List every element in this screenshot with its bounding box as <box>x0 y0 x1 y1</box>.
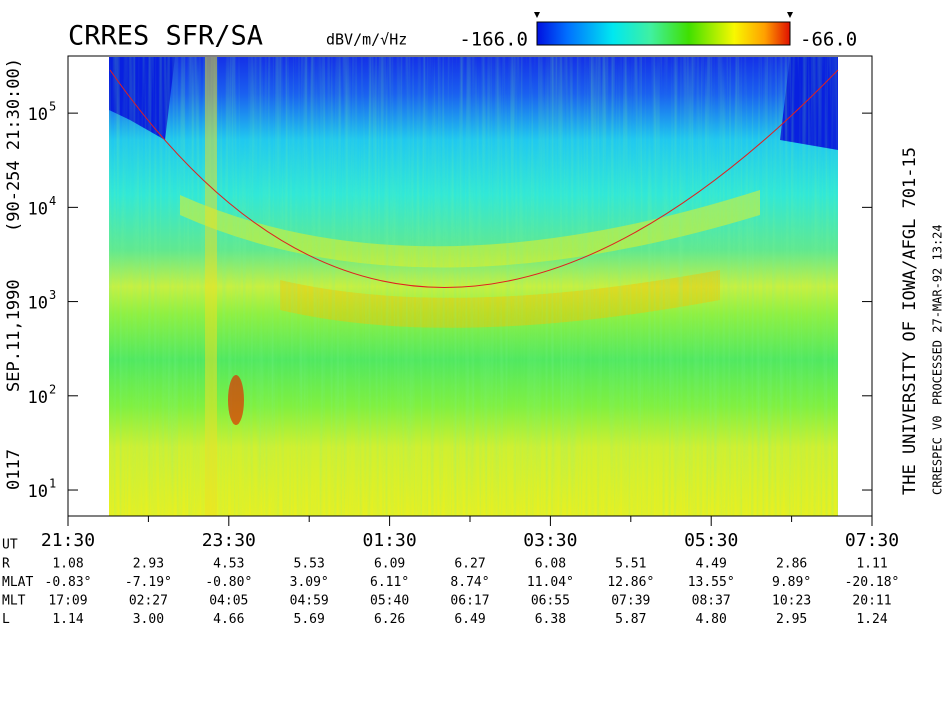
ephemeris-value: -0.80° <box>205 575 252 590</box>
ephemeris-value: 12.86° <box>607 575 654 590</box>
ephemeris-label: MLT <box>2 594 26 609</box>
ephemeris-value: 6.27 <box>454 557 485 572</box>
y-tick-label: 10 <box>28 482 48 502</box>
chart-title: CRRES SFR/SA <box>68 21 263 52</box>
ephemeris-value: 6.26 <box>374 612 405 627</box>
ephemeris-value: 3.09° <box>290 575 329 590</box>
ephemeris-value: 1.11 <box>856 557 887 572</box>
x-tick-label: 07:30 <box>845 530 899 551</box>
ephemeris-value: 1.24 <box>856 612 887 627</box>
y-tick-label: 10 <box>28 199 48 219</box>
ephemeris-value: 4.66 <box>213 612 244 627</box>
ephemeris-value: 20:11 <box>852 594 891 609</box>
ephemeris-label: L <box>2 612 10 627</box>
ephemeris-value: 4.53 <box>213 557 244 572</box>
spectrogram-image <box>109 57 838 516</box>
ephemeris-value: 4.49 <box>696 557 727 572</box>
ephemeris-value: 17:09 <box>48 594 87 609</box>
y-tick-exponent: 5 <box>49 100 56 114</box>
ephemeris-value: 5.87 <box>615 612 646 627</box>
x-tick-label: 05:30 <box>684 530 738 551</box>
ephemeris-value: -0.83° <box>45 575 92 590</box>
reference-curve <box>109 69 839 288</box>
x-tick-label: 23:30 <box>202 530 256 551</box>
ephemeris-value: 3.00 <box>133 612 164 627</box>
ephemeris-value: 10:23 <box>772 594 811 609</box>
ephemeris-value: 5.51 <box>615 557 646 572</box>
y-tick-exponent: 3 <box>49 288 56 302</box>
y-tick-label: 10 <box>28 105 48 125</box>
ephemeris-value: 6.08 <box>535 557 566 572</box>
ephemeris-value: 4.80 <box>696 612 727 627</box>
y-tick-exponent: 4 <box>49 194 56 208</box>
y-tick-label: 10 <box>28 294 48 314</box>
ephemeris-value: 11.04° <box>527 575 574 590</box>
ephemeris-value: 2.86 <box>776 557 807 572</box>
y-tick-label: 10 <box>28 388 48 408</box>
ephemeris-value: 08:37 <box>692 594 731 609</box>
left-label: 0117 <box>4 449 24 490</box>
y-tick-exponent: 1 <box>49 477 56 491</box>
ephemeris-value: 2.93 <box>133 557 164 572</box>
colorbar-label: -66.0 <box>800 29 857 51</box>
ephemeris-value: 6.38 <box>535 612 566 627</box>
ephemeris-value: -20.18° <box>845 575 900 590</box>
institution-label: THE UNIVERSITY OF IOWA/AFGL 701-15 <box>900 147 920 495</box>
x-tick-label: 01:30 <box>363 530 417 551</box>
ephemeris-value: 04:59 <box>290 594 329 609</box>
colorbar-tick <box>787 12 793 18</box>
ephemeris-value: 07:39 <box>611 594 650 609</box>
ephemeris-value: 1.14 <box>52 612 83 627</box>
left-label: SEP.11,1990 <box>4 279 24 392</box>
ephemeris-value: 6.49 <box>454 612 485 627</box>
ephemeris-label: R <box>2 557 10 572</box>
ephemeris-value: 04:05 <box>209 594 248 609</box>
ephemeris-value: 1.08 <box>52 557 83 572</box>
ephemeris-value: 06:17 <box>450 594 489 609</box>
colorbar-label: -166.0 <box>459 29 528 51</box>
ephemeris-value: 5.53 <box>294 557 325 572</box>
ephemeris-value: 05:40 <box>370 594 409 609</box>
ephemeris-value: 13.55° <box>688 575 735 590</box>
ephemeris-value: 6.09 <box>374 557 405 572</box>
x-tick-label: 21:30 <box>41 530 95 551</box>
ephemeris-value: 5.69 <box>294 612 325 627</box>
ephemeris-value: 2.95 <box>776 612 807 627</box>
ephemeris-value: -7.19° <box>125 575 172 590</box>
ephemeris-value: 6.11° <box>370 575 409 590</box>
colorbar <box>536 21 791 46</box>
software-label: CRRESPEC V0 <box>931 416 945 495</box>
left-label: (90-254 21:30:00) <box>4 58 24 232</box>
ephemeris-label: MLAT <box>2 575 33 590</box>
ephemeris-value: 8.74° <box>450 575 489 590</box>
x-tick-label: 03:30 <box>523 530 577 551</box>
ephemeris-value: 06:55 <box>531 594 570 609</box>
y-tick-exponent: 2 <box>49 382 56 396</box>
processed-label: PROCESSED 27-MAR-92 13:24 <box>931 224 945 405</box>
ephemeris-value: 9.89° <box>772 575 811 590</box>
colorbar-tick <box>534 12 540 18</box>
ephemeris-label: UT <box>2 538 18 553</box>
ephemeris-value: 02:27 <box>129 594 168 609</box>
colorbar-unit: dBV/m/√Hz <box>326 31 407 49</box>
